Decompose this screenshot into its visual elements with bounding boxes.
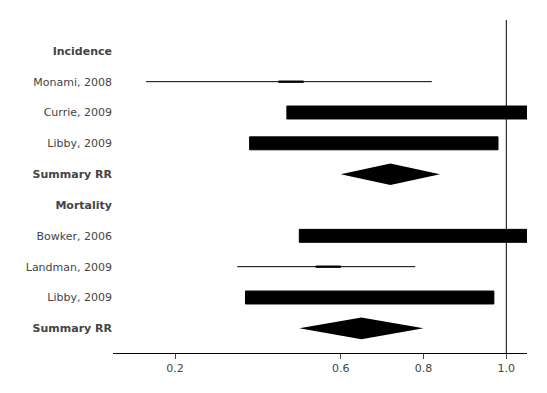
svg-text:0.8: 0.8 — [415, 362, 433, 375]
svg-text:Summary RR: Summary RR — [33, 322, 113, 335]
svg-text:1.0: 1.0 — [498, 362, 516, 375]
svg-text:Libby, 2009: Libby, 2009 — [33, 291, 112, 304]
svg-text:Libby, 2009: Libby, 2009 — [33, 137, 112, 150]
svg-text:Summary RR: Summary RR — [33, 168, 113, 181]
svg-text:0.2: 0.2 — [166, 362, 184, 375]
svg-text:Bowker, 2006: Bowker, 2006 — [22, 230, 112, 243]
svg-text:Currie, 2009: Currie, 2009 — [30, 106, 112, 119]
svg-text:Landman, 2009: Landman, 2009 — [12, 261, 112, 274]
svg-text:Mortality: Mortality — [55, 199, 112, 212]
svg-text:Monami, 2008: Monami, 2008 — [19, 76, 112, 89]
svg-text:0.6: 0.6 — [332, 362, 350, 375]
svg-text:Incidence: Incidence — [53, 45, 112, 58]
